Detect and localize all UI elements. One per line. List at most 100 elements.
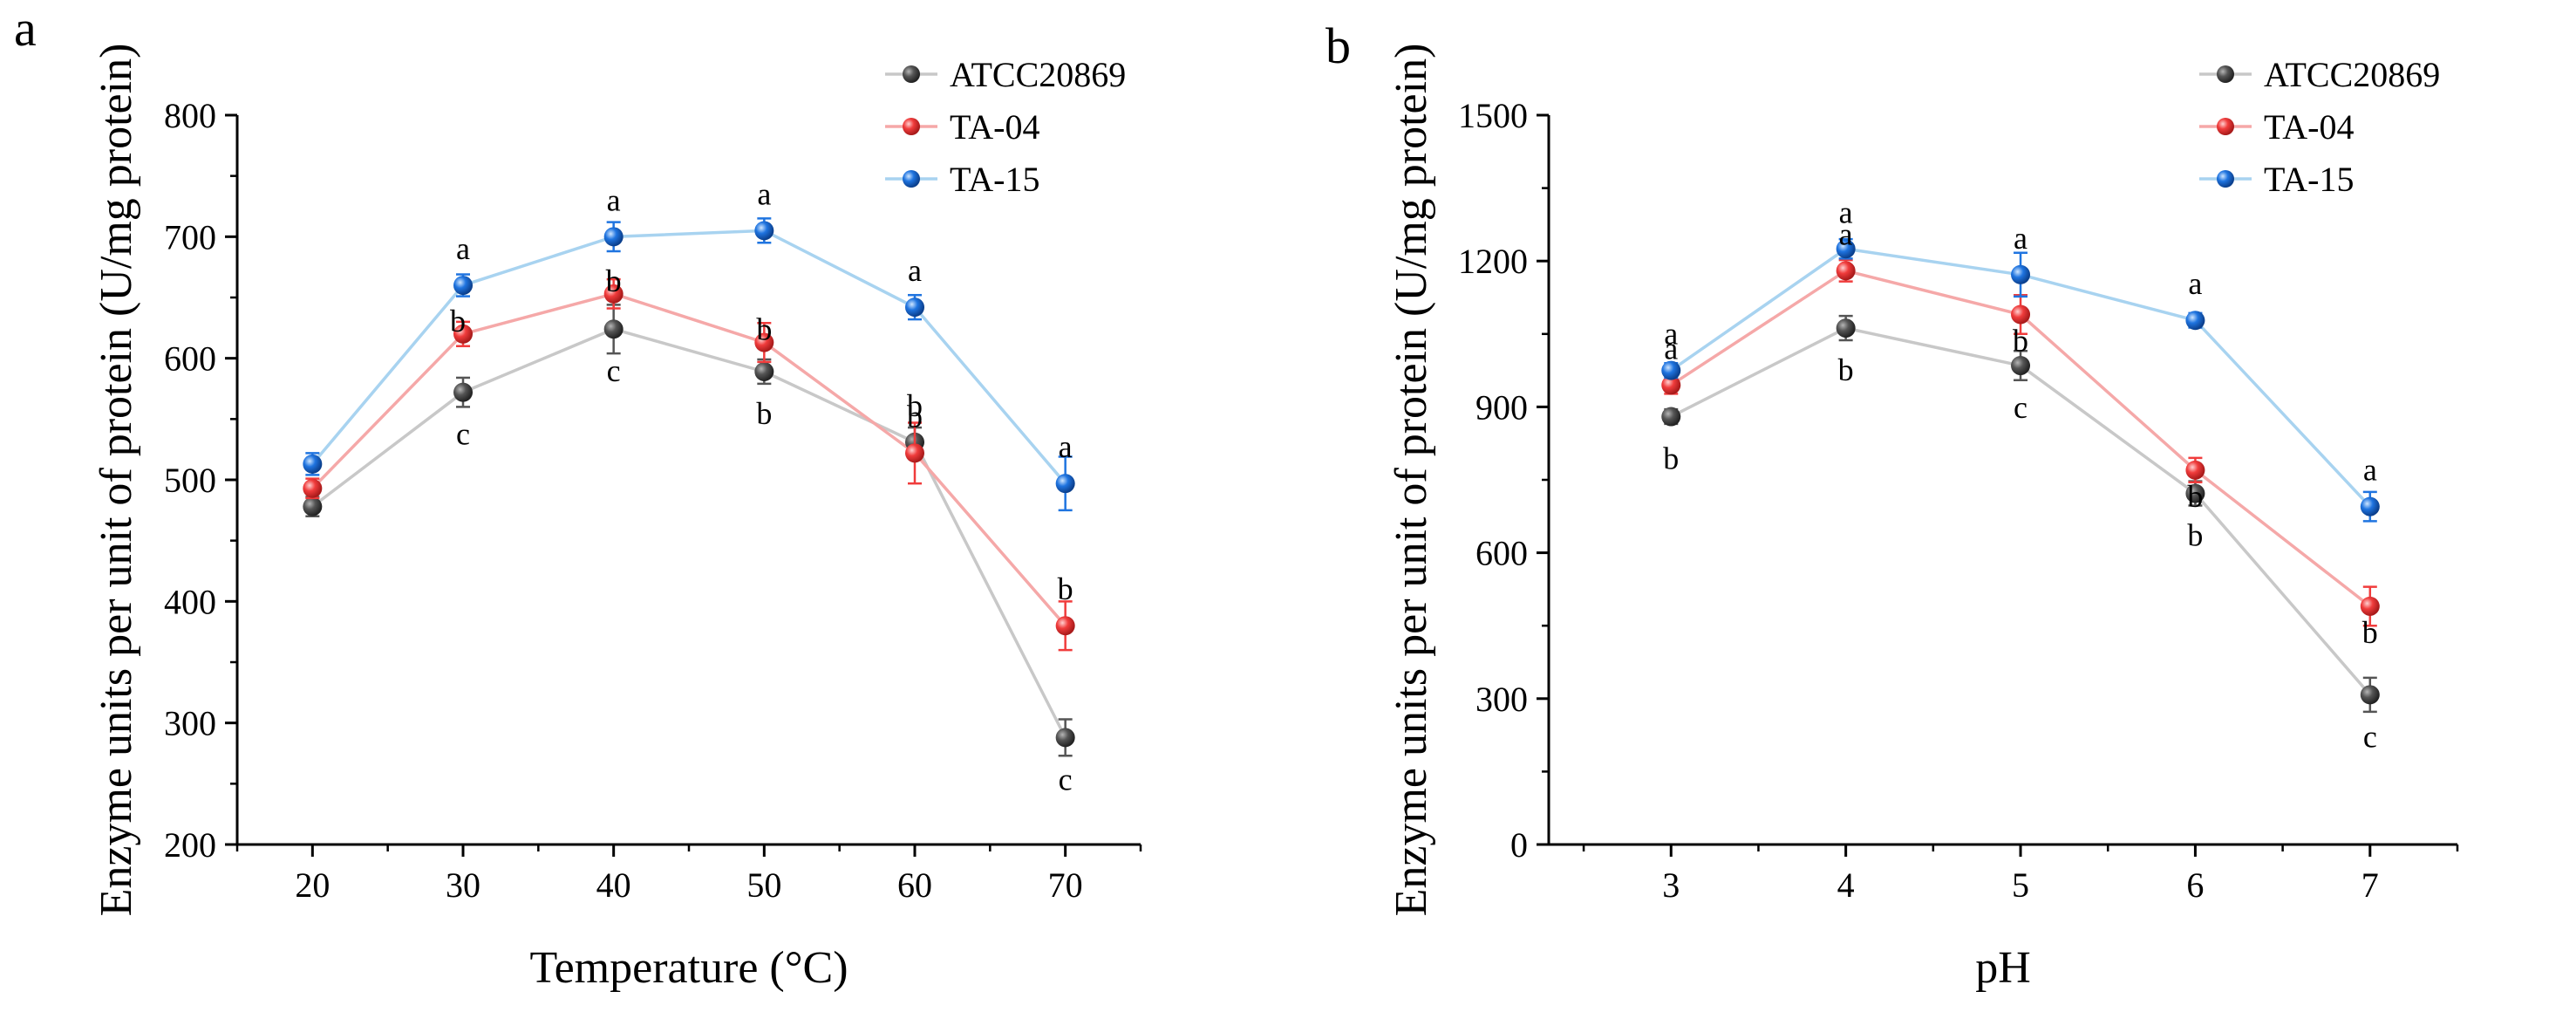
significance-letter: c — [1059, 762, 1073, 797]
x-tick-label: 30 — [446, 865, 480, 905]
legend-label: TA-15 — [950, 160, 1039, 199]
significance-letter: b — [2013, 324, 2028, 359]
series-line-TA-04 — [311, 291, 1067, 627]
data-point-ATCC20869 — [2360, 685, 2380, 705]
x-tick-label: 40 — [596, 865, 631, 905]
significance-letter: a — [2188, 266, 2202, 301]
x-axis-title: Temperature (°C) — [529, 943, 848, 993]
data-point-TA-15 — [2360, 496, 2380, 516]
data-point-ATCC20869 — [2185, 483, 2205, 503]
y-tick-label: 300 — [164, 704, 216, 743]
significance-letter: c — [2363, 719, 2377, 754]
data-point-ATCC20869 — [1836, 318, 1856, 338]
x-tick-label: 70 — [1048, 865, 1083, 905]
y-axis-title: Enzyme units per unit of protein (U/mg p… — [92, 44, 141, 917]
panel-label: a — [14, 0, 37, 57]
y-tick-label: 0 — [1510, 825, 1528, 865]
x-tick-label: 6 — [2186, 865, 2204, 905]
significance-letter: b — [1663, 441, 1679, 476]
significance-letter: a — [2014, 221, 2027, 256]
data-point-TA-04 — [2185, 460, 2205, 480]
data-point-TA-15 — [453, 276, 473, 296]
legend-label: TA-04 — [950, 107, 1039, 147]
legend-label: ATCC20869 — [950, 55, 1126, 94]
y-tick-label: 200 — [164, 825, 216, 865]
data-point-TA-15 — [2011, 264, 2031, 284]
panel-label: b — [1325, 17, 1351, 74]
data-point-TA-04 — [1661, 375, 1681, 395]
x-tick-label: 50 — [746, 865, 781, 905]
y-tick-label: 800 — [164, 96, 216, 135]
legend-label: TA-15 — [2264, 160, 2354, 199]
data-point-TA-04 — [453, 324, 473, 344]
data-point-ATCC20869 — [2011, 356, 2031, 376]
y-tick-label: 900 — [1475, 387, 1528, 427]
significance-letter: b — [606, 263, 622, 298]
y-tick-label: 300 — [1475, 680, 1528, 719]
y-tick-label: 1200 — [1458, 242, 1528, 281]
legend-marker — [2217, 170, 2234, 188]
significance-letter: a — [1839, 195, 1853, 229]
significance-letter: b — [1838, 352, 1854, 387]
significance-letter: a — [456, 231, 470, 266]
significance-letter: b — [907, 388, 923, 423]
y-axis-title: Enzyme units per unit of protein (U/mg p… — [1387, 44, 1436, 917]
legend-marker — [2217, 65, 2234, 83]
series-line-TA-15 — [310, 229, 1067, 485]
data-point-TA-04 — [2011, 304, 2031, 325]
legend-marker — [2217, 118, 2234, 135]
data-point-TA-04 — [1836, 261, 1856, 281]
data-point-TA-15 — [1661, 360, 1681, 380]
chart-panel-b: b 0 300 600 900 1200 1500 3 4 5 6 7 Enzyme units per… — [1325, 17, 2459, 993]
data-point-TA-15 — [303, 454, 323, 474]
x-axis-title: pH — [1975, 943, 2031, 993]
significance-letter: b — [2362, 615, 2378, 650]
significance-letter: b — [450, 304, 466, 338]
significance-letter: b — [756, 396, 772, 431]
significance-letter: a — [1664, 331, 1678, 366]
significance-letter: a — [607, 182, 621, 217]
data-point-TA-15 — [603, 227, 624, 247]
significance-letter: a — [2363, 453, 2377, 488]
data-point-ATCC20869 — [453, 382, 473, 402]
significance-letter: b — [756, 312, 772, 347]
significance-letter: b — [2187, 518, 2203, 553]
x-tick-label: 7 — [2361, 865, 2379, 905]
series-line-ATCC20869 — [1670, 326, 2372, 696]
chart-panel-a: a 200 300 400 500 600 700 800 20 30 40 50 60 70 Enzyme… — [14, 0, 1142, 993]
data-point-TA-15 — [1055, 474, 1075, 494]
legend-marker — [903, 65, 920, 83]
significance-letter: a — [908, 253, 922, 288]
significance-letter: a — [757, 176, 771, 211]
legend-marker — [903, 170, 920, 188]
legend-label: ATCC20869 — [2264, 55, 2440, 94]
significance-letter: a — [1664, 317, 1678, 352]
data-point-ATCC20869 — [603, 319, 624, 339]
y-tick-label: 400 — [164, 582, 216, 621]
data-point-ATCC20869 — [754, 361, 774, 381]
y-tick-label: 1500 — [1458, 96, 1528, 135]
data-point-TA-04 — [2360, 596, 2380, 616]
x-tick-label: 5 — [2012, 865, 2029, 905]
significance-letter: b — [1058, 571, 1073, 606]
x-tick-label: 3 — [1662, 865, 1680, 905]
data-point-TA-04 — [754, 332, 774, 352]
x-tick-label: 60 — [897, 865, 932, 905]
y-tick-label: 700 — [164, 217, 216, 256]
series-line-ATCC20869 — [311, 327, 1067, 739]
significance-letter: c — [607, 353, 621, 388]
y-tick-label: 600 — [1475, 534, 1528, 573]
data-point-ATCC20869 — [303, 496, 323, 516]
data-point-TA-04 — [603, 284, 624, 304]
data-point-TA-04 — [1055, 616, 1075, 636]
data-point-TA-04 — [905, 443, 924, 463]
data-point-TA-04 — [303, 478, 323, 498]
data-point-ATCC20869 — [1661, 407, 1681, 427]
significance-letter: c — [2014, 390, 2027, 425]
significance-letter: b — [907, 399, 923, 434]
significance-letter: b — [2187, 479, 2203, 514]
significance-letter: a — [1059, 429, 1073, 464]
data-point-ATCC20869 — [1055, 728, 1075, 748]
data-point-TA-15 — [2185, 311, 2205, 331]
data-point-TA-15 — [754, 221, 774, 241]
